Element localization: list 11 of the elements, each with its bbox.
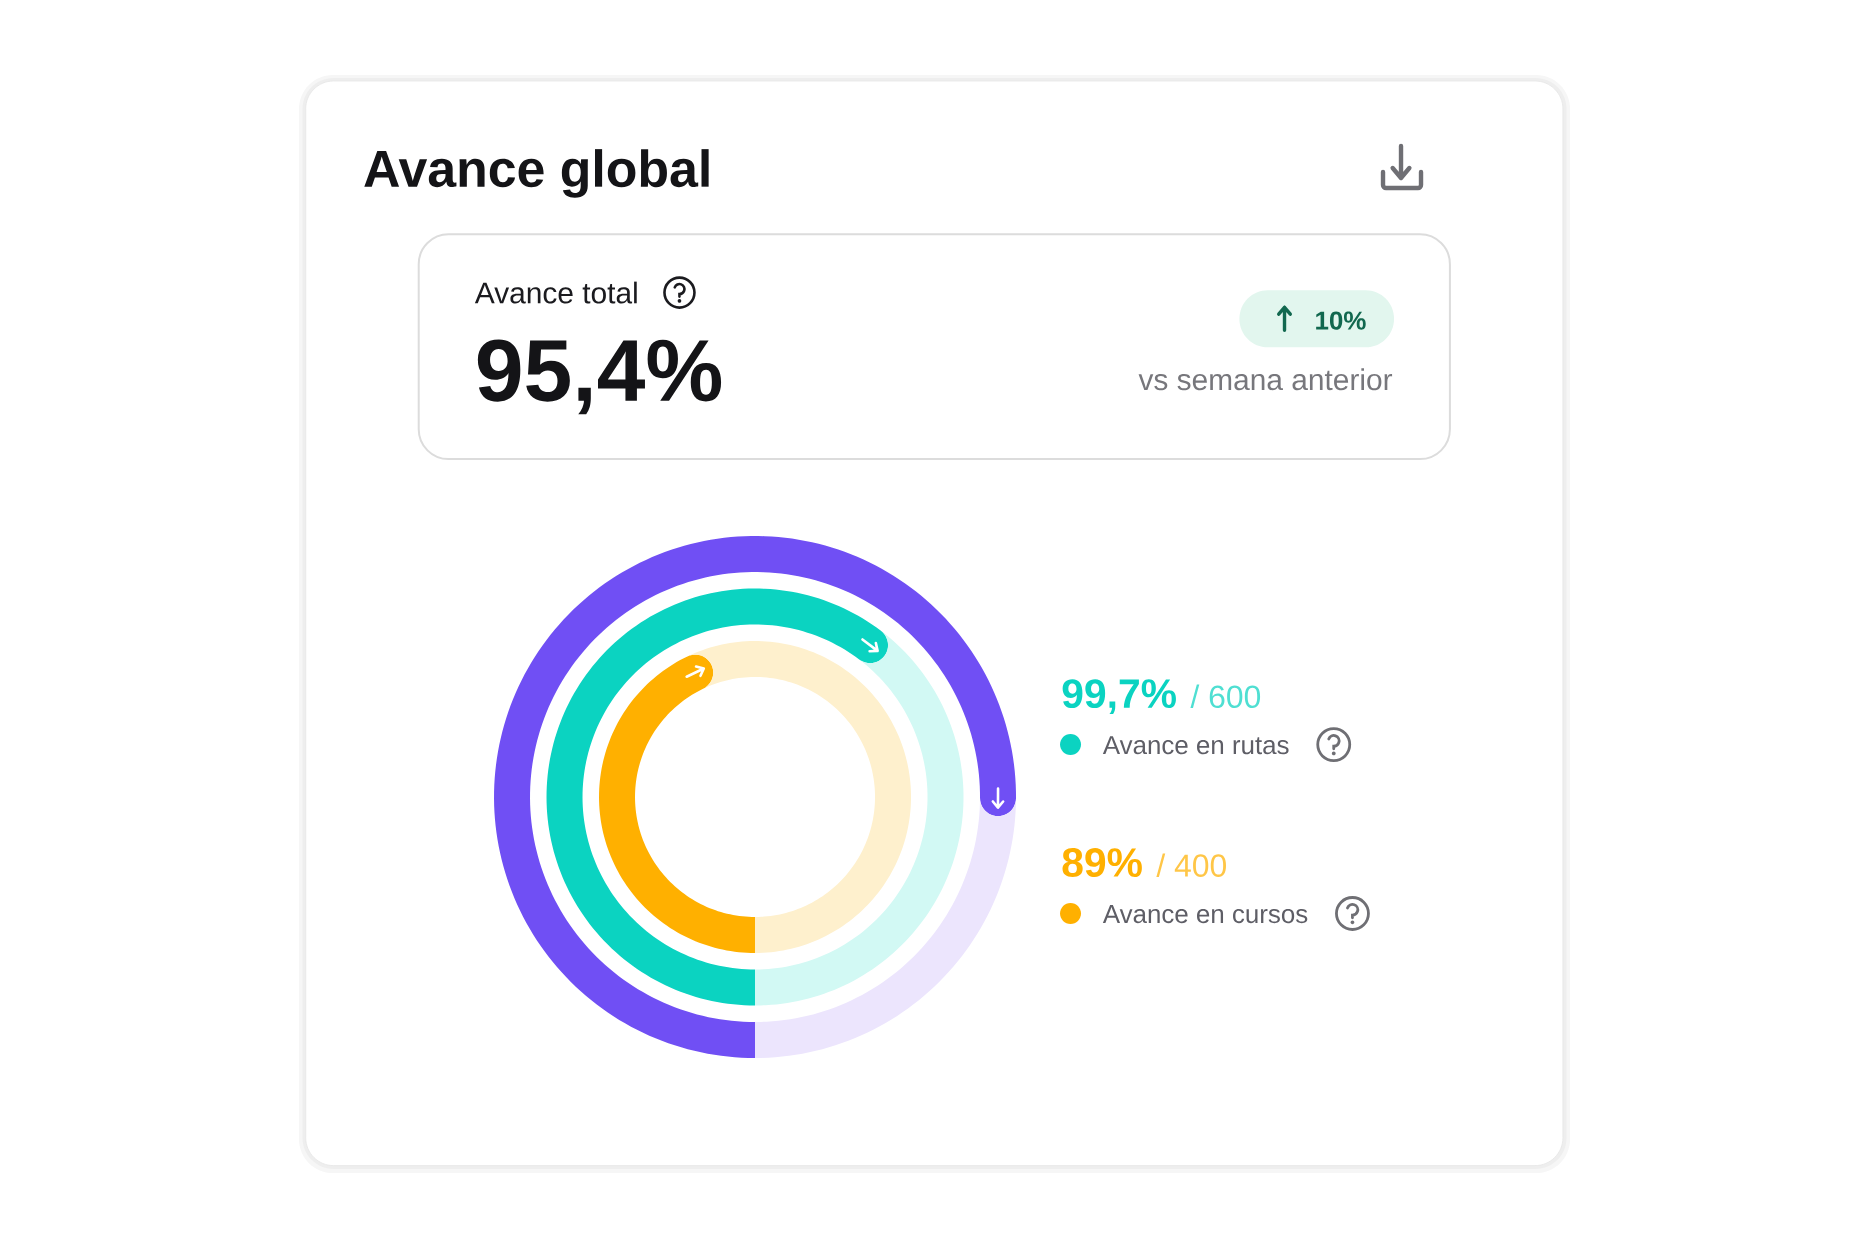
text: Avance total (474, 281, 637, 304)
text: Avance global (364, 149, 709, 198)
legend-label: Avance en cursos (1102, 905, 1308, 924)
text: 99,7% (1062, 679, 1176, 715)
legend-label: Avance en rutas (1102, 736, 1289, 755)
text: 10% (1316, 311, 1366, 330)
text: vs semana anterior (1138, 368, 1393, 391)
text: 89% (1062, 848, 1142, 877)
text: / 400 (1156, 853, 1226, 877)
text: / 600 (1190, 684, 1261, 709)
text: 95,4% (477, 339, 722, 415)
